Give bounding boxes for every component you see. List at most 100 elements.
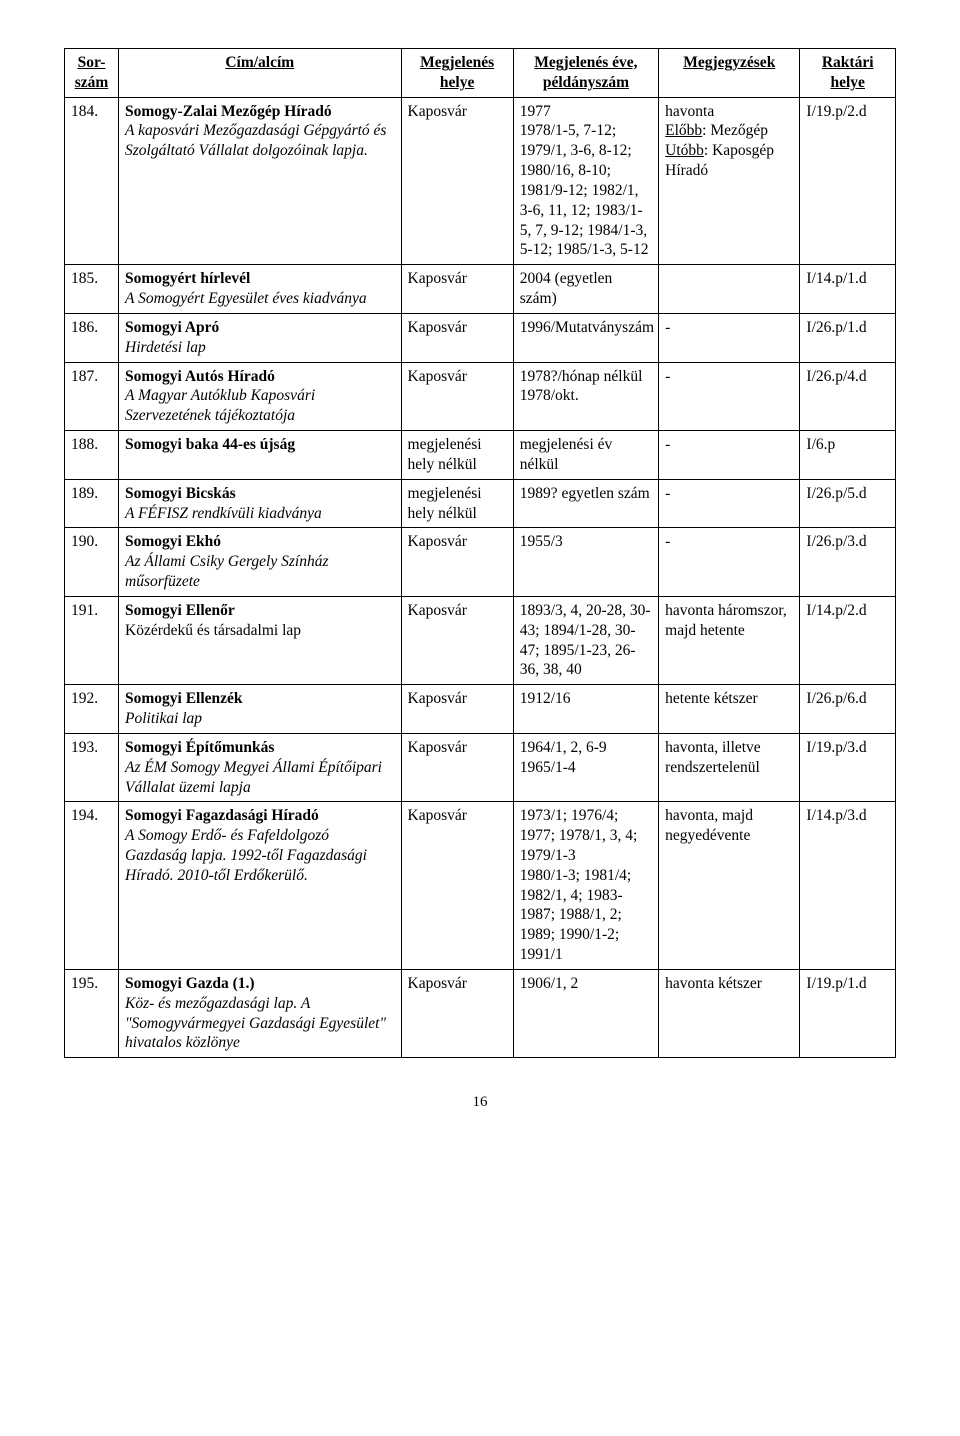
title-main: Somogyi Fagazdasági Híradó (125, 806, 395, 826)
row-title: Somogyi EkhóAz Állami Csiky Gergely Szín… (119, 528, 402, 596)
row-year: 1973/1; 1976/4; 1977; 1978/1, 3, 4; 1979… (513, 802, 658, 970)
row-title: Somogyi EllenőrKözérdekű és társadalmi l… (119, 596, 402, 684)
title-main: Somogy-Zalai Mezőgép Híradó (125, 102, 395, 122)
table-row: 185. Somogyért hírlevélA Somogyért Egyesü… (65, 265, 896, 314)
row-number: 190. (65, 528, 119, 596)
row-place: megjelenési hely nélkül (401, 479, 513, 528)
row-shelf: I/26.p/1.d (800, 313, 896, 362)
table-row: 189.Somogyi BicskásA FÉFISZ rendkívüli k… (65, 479, 896, 528)
row-title: Somogyi ApróHirdetési lap (119, 313, 402, 362)
row-year: 1964/1, 2, 6-9 1965/1-4 (513, 733, 658, 801)
row-year: 1977 1978/1-5, 7-12; 1979/1, 3-6, 8-12; … (513, 97, 658, 265)
title-sub: Az ÉM Somogy Megyei Állami Építőipari Vá… (125, 758, 395, 798)
header-text: helye (440, 74, 474, 91)
row-place: Kaposvár (401, 596, 513, 684)
title-sub: A FÉFISZ rendkívüli kiadványa (125, 504, 395, 524)
row-notes: - (659, 362, 800, 430)
header-raktari-helye: Raktári helye (800, 49, 896, 98)
row-year: megjelenési év nélkül (513, 431, 658, 480)
row-title: Somogyi Autós HíradóA Magyar Autóklub Ka… (119, 362, 402, 430)
periodicals-table: Sor- szám Cím/alcím Megjelenés helye Meg… (64, 48, 896, 1058)
row-place: Kaposvár (401, 969, 513, 1057)
header-text: Raktári (822, 54, 874, 71)
row-number: 188. (65, 431, 119, 480)
row-number: 193. (65, 733, 119, 801)
row-year: 1906/1, 2 (513, 969, 658, 1057)
row-number: 189. (65, 479, 119, 528)
header-megjegyzesek: Megjegyzések (659, 49, 800, 98)
row-notes: havonta, majd negyedévente (659, 802, 800, 970)
row-year: 1912/16 (513, 685, 658, 734)
header-text: Megjegyzések (683, 54, 775, 71)
row-place: megjelenési hely nélkül (401, 431, 513, 480)
title-main: Somogyi Bicskás (125, 484, 395, 504)
row-notes: havontaElőbb: MezőgépUtóbb: Kaposgép Hír… (659, 97, 800, 265)
header-text: példányszám (543, 74, 629, 91)
row-year: 1955/3 (513, 528, 658, 596)
title-sub: A Somogyért Egyesület éves kiadványa (125, 289, 395, 309)
row-number: 191. (65, 596, 119, 684)
row-place: Kaposvár (401, 685, 513, 734)
row-shelf: I/19.p/1.d (800, 969, 896, 1057)
row-year: 1996/Mutatványszám (513, 313, 658, 362)
row-place: Kaposvár (401, 733, 513, 801)
row-year: 1978?/hónap nélkül 1978/okt. (513, 362, 658, 430)
header-text: Cím/alcím (225, 54, 294, 71)
header-text: helye (830, 74, 864, 91)
row-number: 184. (65, 97, 119, 265)
row-title: Somogyi BicskásA FÉFISZ rendkívüli kiadv… (119, 479, 402, 528)
notes-underline: Utóbb (665, 142, 704, 159)
row-title: Somogyi ÉpítőmunkásAz ÉM Somogy Megyei Á… (119, 733, 402, 801)
row-notes: - (659, 479, 800, 528)
header-text: szám (75, 74, 109, 91)
header-cim: Cím/alcím (119, 49, 402, 98)
title-sub: Köz- és mezőgazdasági lap. A "Somogyvárm… (125, 994, 395, 1053)
header-text: Megjelenés éve, (534, 54, 637, 71)
row-place: Kaposvár (401, 362, 513, 430)
header-megjelenes-helye: Megjelenés helye (401, 49, 513, 98)
table-row: 193.Somogyi ÉpítőmunkásAz ÉM Somogy Megy… (65, 733, 896, 801)
row-notes: - (659, 313, 800, 362)
title-sub: A kaposvári Mezőgazdasági Gépgyártó és S… (125, 121, 395, 161)
row-title: Somogyi Fagazdasági HíradóA Somogy Erdő-… (119, 802, 402, 970)
row-number: 185. (65, 265, 119, 314)
title-sub: Az Állami Csiky Gergely Színház műsorfüz… (125, 552, 395, 592)
row-title: Somogyi Gazda (1.)Köz- és mezőgazdasági … (119, 969, 402, 1057)
table-row: 195.Somogyi Gazda (1.)Köz- és mezőgazdas… (65, 969, 896, 1057)
table-row: 184. Somogy-Zalai Mezőgép HíradóA kaposvá… (65, 97, 896, 265)
row-notes (659, 265, 800, 314)
title-main: Somogyi Apró (125, 318, 395, 338)
notes-line: havonta (665, 102, 793, 122)
table-header-row: Sor- szám Cím/alcím Megjelenés helye Meg… (65, 49, 896, 98)
document-page: Sor- szám Cím/alcím Megjelenés helye Meg… (0, 0, 960, 1151)
row-notes: havonta kétszer (659, 969, 800, 1057)
row-notes: hetente kétszer (659, 685, 800, 734)
notes-line: Utóbb: Kaposgép Híradó (665, 141, 793, 181)
row-shelf: I/26.p/3.d (800, 528, 896, 596)
table-row: 191.Somogyi EllenőrKözérdekű és társadal… (65, 596, 896, 684)
title-main: Somogyért hírlevél (125, 269, 395, 289)
title-sub: Hirdetési lap (125, 338, 395, 358)
title-main: Somogyi Ekhó (125, 532, 395, 552)
header-megjelenes-eve: Megjelenés éve, példányszám (513, 49, 658, 98)
table-row: 187.Somogyi Autós HíradóA Magyar Autóklu… (65, 362, 896, 430)
table-row: 188.Somogyi baka 44-es újságmegjelenési … (65, 431, 896, 480)
row-shelf: I/14.p/1.d (800, 265, 896, 314)
row-number: 194. (65, 802, 119, 970)
row-shelf: I/19.p/2.d (800, 97, 896, 265)
row-place: Kaposvár (401, 97, 513, 265)
table-row: 186.Somogyi ApróHirdetési lapKaposvár199… (65, 313, 896, 362)
table-row: 194.Somogyi Fagazdasági HíradóA Somogy E… (65, 802, 896, 970)
row-year: 1989? egyetlen szám (513, 479, 658, 528)
title-sub: Közérdekű és társadalmi lap (125, 621, 395, 641)
row-number: 195. (65, 969, 119, 1057)
title-main: Somogyi Építőmunkás (125, 738, 395, 758)
row-number: 192. (65, 685, 119, 734)
title-main: Somogyi Autós Híradó (125, 367, 395, 387)
row-shelf: I/14.p/2.d (800, 596, 896, 684)
row-notes: havonta, illetve rendszertelenül (659, 733, 800, 801)
table-row: 190.Somogyi EkhóAz Állami Csiky Gergely … (65, 528, 896, 596)
row-notes: havonta háromszor, majd hetente (659, 596, 800, 684)
row-year: 1893/3, 4, 20-28, 30-43; 1894/1-28, 30-4… (513, 596, 658, 684)
row-shelf: I/6.p (800, 431, 896, 480)
